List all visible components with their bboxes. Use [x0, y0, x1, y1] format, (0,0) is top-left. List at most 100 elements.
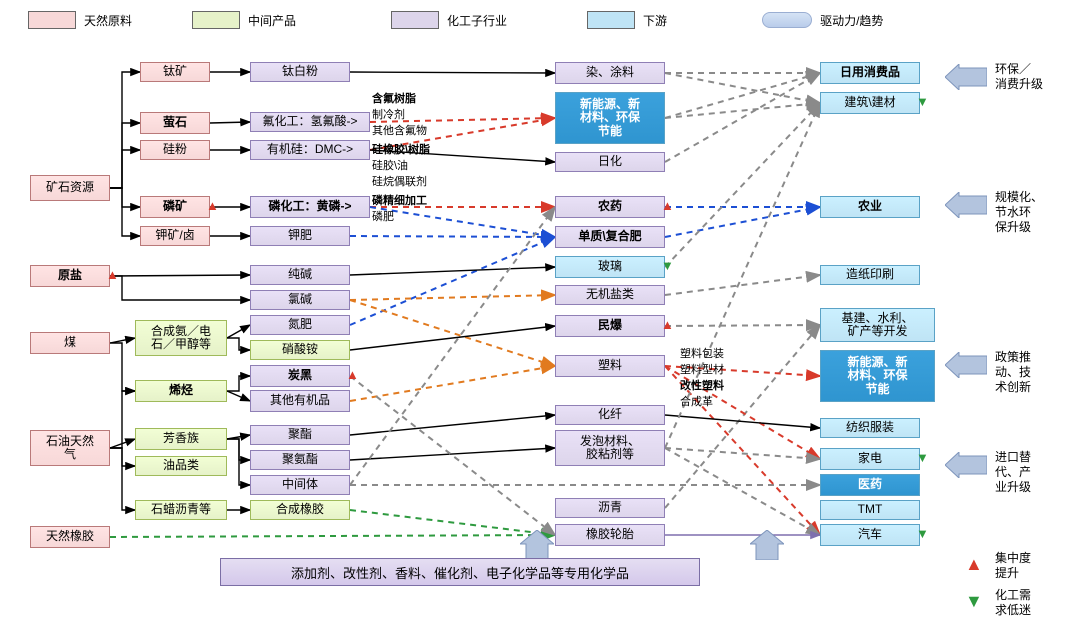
legend-sub: 化工子行业 [391, 11, 507, 29]
node-zaozhi: 造纸印刷 [820, 265, 920, 285]
legend-swatch-raw [28, 11, 76, 29]
edge [350, 448, 555, 460]
edge [110, 275, 250, 276]
unboxed-text: 硅橡胶\树脂硅胶\油硅烷偶联剂 [372, 141, 430, 189]
edge [110, 276, 250, 300]
edge [665, 325, 820, 326]
marker-legend-icon: ▼ [965, 592, 983, 610]
edge [227, 439, 250, 460]
node-jiakuang: 钾矿/卤 [140, 226, 210, 246]
node-xinnengyuan1: 新能源、新 材料、环保 节能 [555, 92, 665, 144]
edge [110, 188, 140, 236]
edge [110, 150, 140, 188]
node-minbao: 民爆 [555, 315, 665, 337]
driver-label: 环保／ 消费升级 [995, 62, 1043, 92]
marker-icon: ▼ [916, 95, 929, 108]
edge [110, 391, 135, 448]
edge [110, 123, 140, 188]
legend-label: 驱动力/趋势 [820, 12, 883, 29]
edge [227, 325, 250, 338]
edge [350, 267, 555, 275]
legend-label: 中间产品 [248, 12, 296, 29]
node-liqing: 沥青 [555, 498, 665, 518]
node-rubber: 天然橡胶 [30, 526, 110, 548]
edge [350, 300, 555, 366]
edge [350, 72, 555, 73]
edge [350, 237, 555, 325]
legend-down: 下游 [587, 11, 667, 29]
node-hecheng: 合成橡胶 [250, 500, 350, 520]
edge [110, 448, 135, 466]
edge [110, 188, 140, 207]
node-rihua: 日化 [555, 152, 665, 172]
edge [227, 391, 250, 401]
node-luntai: 橡胶轮胎 [555, 524, 665, 546]
node-jiafei: 钾肥 [250, 226, 350, 246]
marker-icon: ▼ [916, 527, 929, 540]
block-arrow-up-icon [750, 530, 784, 560]
legend-raw: 天然原料 [28, 11, 132, 29]
edge [110, 439, 135, 448]
driver-arrow-icon [945, 192, 987, 218]
edge [110, 448, 135, 510]
driver-arrow-icon [945, 452, 987, 478]
node-tmt: TMT [820, 500, 920, 520]
legend-swatch-down [587, 11, 635, 29]
edge [350, 366, 555, 401]
node-jianzhu: 建筑\建材 [820, 92, 920, 114]
unboxed-text: 含氟树脂制冷剂其他含氟物 [372, 90, 427, 138]
edge [665, 448, 820, 459]
node-coal: 煤 [30, 332, 110, 354]
node-xiting: 烯烃 [135, 380, 227, 402]
marker-legend-label: 化工需 求低迷 [995, 588, 1031, 618]
marker-icon: ▼ [916, 451, 929, 464]
edge [210, 122, 250, 123]
edge [110, 72, 140, 188]
marker-icon: ▲ [661, 318, 674, 331]
unboxed-text: 磷精细加工磷肥 [372, 192, 427, 224]
edge [110, 535, 555, 537]
marker-icon: ▲ [206, 199, 219, 212]
node-nongye: 农业 [820, 196, 920, 218]
legend-swatch-mid [192, 11, 240, 29]
node-yiyao: 医药 [820, 474, 920, 496]
edge [227, 435, 250, 439]
legend-driver: 驱动力/趋势 [762, 12, 883, 29]
edge [227, 338, 250, 350]
marker-icon: ▲ [346, 368, 359, 381]
node-huaxian: 化纤 [555, 405, 665, 425]
node-nongyao: 农药 [555, 196, 665, 218]
marker-icon: ▲ [661, 199, 674, 212]
node-zhongjianti: 中间体 [250, 475, 350, 495]
node-taibai: 钛白粉 [250, 62, 350, 82]
edge [665, 103, 820, 118]
node-chunjian: 纯碱 [250, 265, 350, 285]
node-linhua: 磷化工：黄磷-> [250, 196, 370, 218]
edge [665, 73, 820, 103]
node-jiadian: 家电 [820, 448, 920, 470]
edge [665, 73, 820, 118]
legend-row: 天然原料 中间产品 化工子行业 下游 驱动力/趋势 [0, 6, 1080, 34]
edge [350, 236, 555, 237]
node-qiche: 汽车 [820, 524, 920, 546]
node-juanzhi: 聚氨酯 [250, 450, 350, 470]
edge [665, 415, 820, 428]
driver-arrow-icon [945, 64, 987, 90]
node-juzhi: 聚酯 [250, 425, 350, 445]
edge [227, 376, 250, 391]
edge [665, 207, 820, 237]
legend-label: 天然原料 [84, 12, 132, 29]
marker-legend-label: 集中度 提升 [995, 551, 1031, 581]
node-danfei: 氮肥 [250, 315, 350, 335]
node-riyong: 日用消费品 [820, 62, 920, 84]
legend-swatch-sub [391, 11, 439, 29]
edge [350, 415, 555, 435]
node-lvjian: 氯碱 [250, 290, 350, 310]
marker-legend-icon: ▲ [965, 555, 983, 573]
node-boli: 玻璃 [555, 256, 665, 278]
legend-mid: 中间产品 [192, 11, 296, 29]
edge [665, 103, 820, 267]
node-salt: 原盐 [30, 265, 110, 287]
node-youjigui: 有机硅：DMC-> [250, 140, 370, 160]
driver-label: 进口替 代、产 业升级 [995, 450, 1031, 495]
